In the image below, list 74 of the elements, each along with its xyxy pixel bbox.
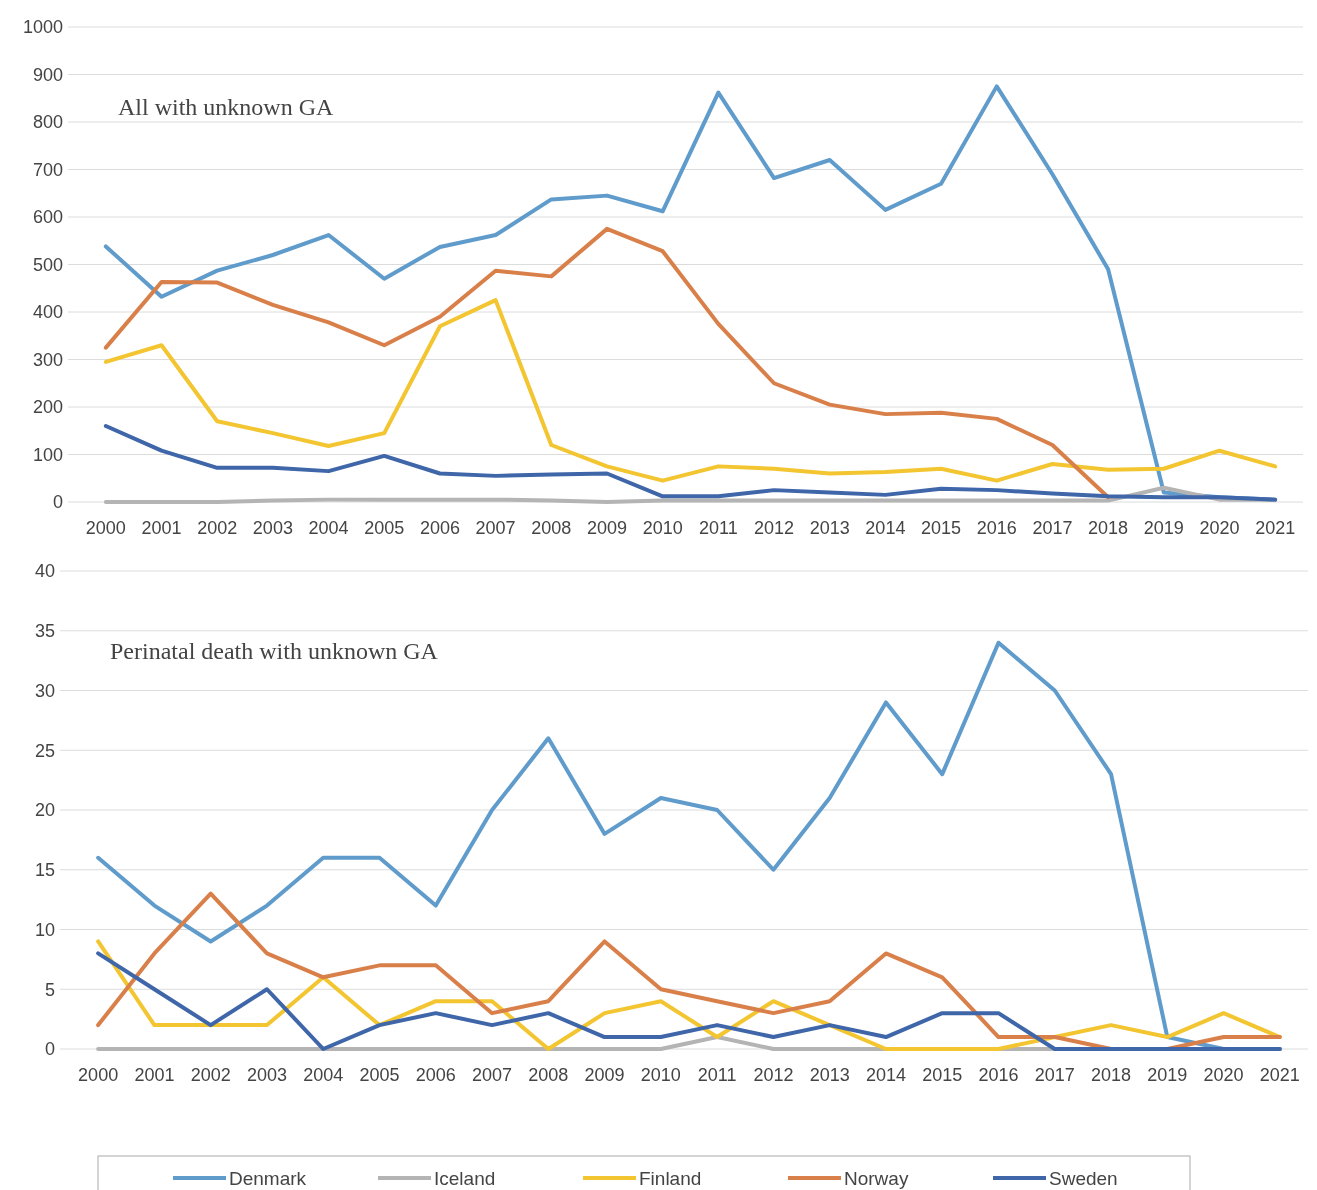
x-tick-label: 2007 bbox=[475, 518, 516, 538]
x-tick-label: 2020 bbox=[1203, 1065, 1244, 1085]
y-tick-label: 1000 bbox=[22, 17, 63, 38]
y-tick-label: 20 bbox=[34, 800, 55, 821]
x-tick-label: 2021 bbox=[1259, 1065, 1300, 1085]
legend-label: Norway bbox=[844, 1167, 909, 1189]
x-tick-label: 2004 bbox=[303, 1065, 344, 1085]
x-tick-label: 2017 bbox=[1034, 1065, 1075, 1085]
x-tick-label: 2014 bbox=[865, 518, 906, 538]
y-tick-label: 0 bbox=[44, 1039, 55, 1060]
x-tick-label: 2000 bbox=[85, 518, 126, 538]
x-tick-label: 2013 bbox=[809, 518, 850, 538]
x-tick-label: 2003 bbox=[252, 518, 293, 538]
x-tick-label: 2014 bbox=[865, 1065, 906, 1085]
x-tick-label: 2008 bbox=[528, 1065, 569, 1085]
x-tick-label: 2019 bbox=[1147, 1065, 1188, 1085]
y-tick-label: 100 bbox=[32, 444, 63, 465]
y-tick-label: 300 bbox=[32, 349, 63, 370]
legend-label: Iceland bbox=[434, 1167, 496, 1189]
y-tick-label: 0 bbox=[52, 492, 63, 513]
y-tick-label: 35 bbox=[34, 621, 55, 642]
x-tick-label: 2009 bbox=[586, 518, 627, 538]
x-tick-label: 2013 bbox=[809, 1065, 850, 1085]
y-tick-label: 30 bbox=[34, 680, 55, 701]
x-tick-label: 2000 bbox=[78, 1065, 119, 1085]
x-tick-label: 2019 bbox=[1143, 518, 1184, 538]
x-tick-label: 2008 bbox=[531, 518, 572, 538]
x-tick-label: 2010 bbox=[642, 518, 683, 538]
x-tick-label: 2007 bbox=[472, 1065, 513, 1085]
x-tick-label: 2003 bbox=[246, 1065, 287, 1085]
y-tick-label: 500 bbox=[32, 254, 63, 275]
x-tick-label: 2005 bbox=[359, 1065, 400, 1085]
y-tick-label: 40 bbox=[34, 561, 55, 582]
y-tick-label: 700 bbox=[32, 159, 63, 180]
x-tick-label: 2006 bbox=[419, 518, 460, 538]
legend-label: Finland bbox=[639, 1167, 702, 1189]
x-tick-label: 2015 bbox=[921, 518, 962, 538]
x-tick-label: 2011 bbox=[697, 1065, 737, 1085]
x-tick-label: 2020 bbox=[1199, 518, 1240, 538]
line-series bbox=[103, 226, 1111, 500]
x-tick-label: 2001 bbox=[141, 518, 182, 538]
y-tick-label: 800 bbox=[32, 112, 63, 133]
x-tick-label: 2017 bbox=[1032, 518, 1073, 538]
y-tick-label: 25 bbox=[34, 740, 55, 761]
x-tick-label: 2016 bbox=[976, 518, 1017, 538]
x-tick-label: 2002 bbox=[197, 518, 238, 538]
x-tick-label: 2011 bbox=[698, 518, 738, 538]
text: All with unknown GA bbox=[118, 94, 334, 120]
x-tick-label: 2009 bbox=[584, 1065, 625, 1085]
x-tick-label: 2016 bbox=[978, 1065, 1019, 1085]
y-tick-label: 400 bbox=[32, 302, 63, 323]
x-tick-label: 2018 bbox=[1088, 518, 1129, 538]
x-tick-label: 2001 bbox=[134, 1065, 175, 1085]
line-series bbox=[103, 298, 1278, 483]
y-tick-label: 10 bbox=[34, 919, 55, 940]
line-series bbox=[103, 424, 1278, 502]
x-tick-label: 2015 bbox=[922, 1065, 963, 1085]
y-tick-label: 200 bbox=[32, 397, 63, 418]
legend-label: Sweden bbox=[1049, 1167, 1118, 1189]
y-tick-label: 15 bbox=[34, 860, 55, 881]
x-tick-label: 2012 bbox=[754, 518, 795, 538]
text: Perinatal death with unknown GA bbox=[110, 638, 439, 664]
x-tick-label: 2002 bbox=[190, 1065, 231, 1085]
x-tick-label: 2012 bbox=[753, 1065, 794, 1085]
y-tick-label: 600 bbox=[32, 207, 63, 228]
x-tick-label: 2005 bbox=[364, 518, 405, 538]
x-tick-label: 2010 bbox=[640, 1065, 681, 1085]
x-tick-label: 2004 bbox=[308, 518, 349, 538]
y-tick-label: 900 bbox=[32, 64, 63, 85]
legend-label: Denmark bbox=[229, 1167, 307, 1189]
y-tick-label: 5 bbox=[44, 979, 55, 1000]
x-tick-label: 2018 bbox=[1091, 1065, 1132, 1085]
x-tick-label: 2021 bbox=[1255, 518, 1296, 538]
x-tick-label: 2006 bbox=[415, 1065, 456, 1085]
